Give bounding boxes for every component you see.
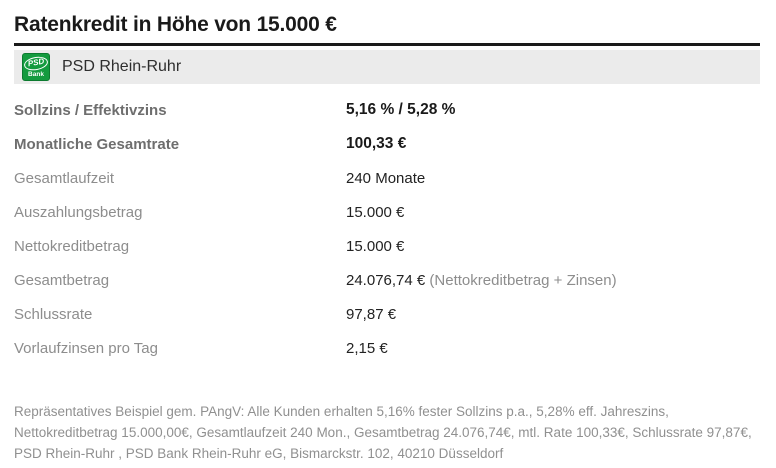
row-value: 100,33 € xyxy=(346,135,407,152)
row-value-group: 24.076,74 € (Nettokreditbetrag + Zinsen) xyxy=(346,272,617,289)
bank-banner: PSD Bank PSD Rhein-Ruhr xyxy=(14,50,760,84)
table-row: Monatliche Gesamtrate 100,33 € xyxy=(14,127,760,161)
psd-logo-text: PSD xyxy=(22,54,50,72)
row-label: Gesamtlaufzeit xyxy=(14,169,115,187)
row-label: Monatliche Gesamtrate xyxy=(14,135,180,153)
psd-logo-bank-text: Bank xyxy=(28,70,44,78)
row-label: Sollzins / Effektivzins xyxy=(14,101,167,119)
table-row: Gesamtlaufzeit 240 Monate xyxy=(14,161,760,195)
row-label: Auszahlungsbetrag xyxy=(14,203,143,221)
row-value: 24.076,74 € xyxy=(346,271,426,289)
row-value: 5,16 % / 5,28 % xyxy=(346,101,456,118)
table-row: Vorlaufzinsen pro Tag 2,15 € xyxy=(14,331,760,365)
row-label: Schlussrate xyxy=(14,305,93,323)
row-value: 15.000 € xyxy=(346,203,405,221)
row-value-group: 15.000 € xyxy=(346,204,404,221)
row-label: Vorlaufzinsen pro Tag xyxy=(14,339,158,357)
representative-example-footnote: Repräsentatives Beispiel gem. PAngV: All… xyxy=(14,404,752,461)
psd-bank-logo-icon: PSD Bank xyxy=(22,53,50,81)
row-value-group: 5,16 % / 5,28 % xyxy=(346,101,455,119)
table-row: Auszahlungsbetrag 15.000 € xyxy=(14,195,760,229)
row-value-group: 15.000 € xyxy=(346,238,404,255)
table-row: Sollzins / Effektivzins 5,16 % / 5,28 % xyxy=(14,93,760,127)
loan-details-table: Sollzins / Effektivzins 5,16 % / 5,28 % … xyxy=(14,93,760,365)
bank-name: PSD Rhein-Ruhr xyxy=(62,58,182,75)
row-value-group: 240 Monate xyxy=(346,170,425,187)
row-value-group: 2,15 € xyxy=(346,340,388,357)
row-value: 97,87 € xyxy=(346,305,397,323)
row-label: Gesamtbetrag xyxy=(14,271,110,289)
table-row: Gesamtbetrag 24.076,74 € (Nettokreditbet… xyxy=(14,263,760,297)
row-label: Nettokreditbetrag xyxy=(14,237,130,255)
row-value: 2,15 € xyxy=(346,339,388,357)
row-value: 15.000 € xyxy=(346,237,405,255)
row-value: 240 Monate xyxy=(346,169,426,187)
row-value-group: 97,87 € xyxy=(346,306,396,323)
table-row: Schlussrate 97,87 € xyxy=(14,297,760,331)
row-value-group: 100,33 € xyxy=(346,135,406,153)
table-row: Nettokreditbetrag 15.000 € xyxy=(14,229,760,263)
row-value-note: (Nettokreditbetrag + Zinsen) xyxy=(425,271,617,289)
page-title: Ratenkredit in Höhe von 15.000 € xyxy=(14,0,760,46)
